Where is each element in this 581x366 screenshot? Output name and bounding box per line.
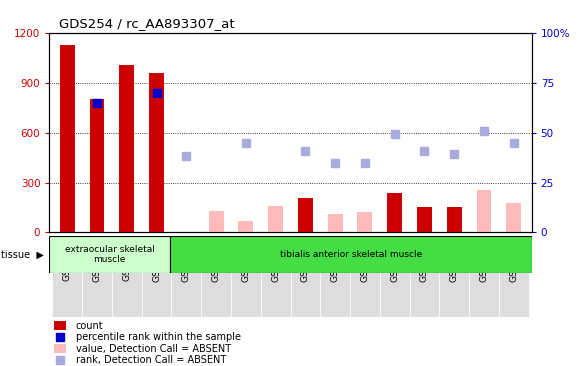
- Text: GSM5564: GSM5564: [450, 239, 459, 282]
- Text: GDS254 / rc_AA893307_at: GDS254 / rc_AA893307_at: [59, 17, 235, 30]
- Bar: [410, 236, 439, 317]
- Text: GSM5553: GSM5553: [182, 239, 191, 282]
- Text: GSM5557: GSM5557: [271, 239, 280, 282]
- Text: count: count: [76, 321, 103, 331]
- Bar: [82, 236, 112, 317]
- Bar: [476, 190, 492, 232]
- Bar: [328, 214, 343, 232]
- Text: percentile rank within the sample: percentile rank within the sample: [76, 332, 241, 343]
- Bar: [447, 207, 462, 232]
- Bar: [170, 236, 532, 273]
- Text: GSM5566: GSM5566: [510, 239, 518, 282]
- Bar: [290, 236, 320, 317]
- Text: value, Detection Call = ABSENT: value, Detection Call = ABSENT: [76, 344, 231, 354]
- Bar: [469, 236, 499, 317]
- Text: GSM4244: GSM4244: [122, 239, 131, 281]
- Bar: [388, 193, 402, 232]
- Bar: [380, 236, 410, 317]
- Text: GSM5554: GSM5554: [211, 239, 221, 282]
- Bar: [261, 236, 290, 317]
- Bar: [357, 212, 372, 232]
- Bar: [506, 203, 521, 232]
- Bar: [320, 236, 350, 317]
- Bar: [149, 73, 164, 232]
- Text: GSM5560: GSM5560: [331, 239, 340, 282]
- Text: GSM5555: GSM5555: [241, 239, 250, 282]
- Bar: [209, 211, 224, 232]
- Bar: [52, 236, 82, 317]
- Text: GSM5562: GSM5562: [390, 239, 399, 282]
- Text: tibialis anterior skeletal muscle: tibialis anterior skeletal muscle: [279, 250, 422, 259]
- Bar: [417, 207, 432, 232]
- Bar: [201, 236, 231, 317]
- Bar: [112, 236, 142, 317]
- Bar: [238, 221, 253, 232]
- Text: extraocular skeletal
muscle: extraocular skeletal muscle: [64, 244, 155, 264]
- Bar: [119, 64, 134, 232]
- Bar: [171, 236, 201, 317]
- Bar: [60, 45, 75, 232]
- Bar: [89, 100, 105, 232]
- Bar: [49, 236, 170, 273]
- Bar: [499, 236, 529, 317]
- Bar: [54, 321, 66, 330]
- Bar: [350, 236, 380, 317]
- Text: tissue  ▶: tissue ▶: [1, 249, 44, 259]
- Text: GSM4245: GSM4245: [152, 239, 161, 281]
- Text: GSM5561: GSM5561: [360, 239, 370, 282]
- Text: GSM4243: GSM4243: [92, 239, 102, 281]
- Text: rank, Detection Call = ABSENT: rank, Detection Call = ABSENT: [76, 355, 226, 365]
- Bar: [298, 198, 313, 232]
- Text: GSM5565: GSM5565: [479, 239, 489, 282]
- Bar: [268, 206, 283, 232]
- Text: GSM5563: GSM5563: [420, 239, 429, 282]
- Text: GSM5559: GSM5559: [301, 239, 310, 282]
- Bar: [54, 344, 66, 352]
- Text: GSM4242: GSM4242: [63, 239, 71, 281]
- Bar: [439, 236, 469, 317]
- Bar: [231, 236, 261, 317]
- Bar: [142, 236, 171, 317]
